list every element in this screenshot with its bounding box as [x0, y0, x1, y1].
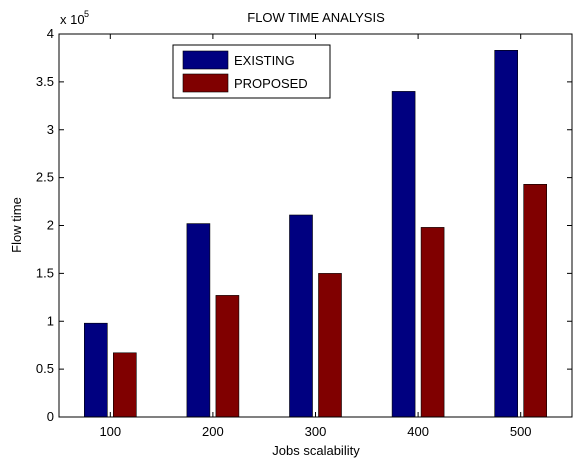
y-tick-label: 2.5	[36, 170, 54, 185]
y-tick-label: 4	[47, 26, 54, 41]
bar-proposed-300	[318, 273, 342, 418]
bar-existing-300	[289, 214, 313, 418]
y-exponent-power: 5	[84, 9, 89, 19]
x-tick-label: 500	[510, 424, 532, 439]
bar-proposed-500	[523, 184, 548, 418]
bar-existing-500	[494, 49, 519, 418]
y-axis-label: Flow time	[9, 197, 24, 253]
chart-title: FLOW TIME ANALYSIS	[247, 10, 385, 25]
y-tick-label: 0	[47, 409, 54, 424]
y-tick-label: 2	[47, 218, 54, 233]
x-axis: 100 200 300 400 500	[99, 34, 532, 439]
x-tick-label: 400	[407, 424, 429, 439]
bar-proposed-100	[113, 352, 137, 418]
x-axis-label: Jobs scalability	[272, 443, 360, 458]
bar-proposed-200	[215, 295, 240, 418]
y-exponent-label: x 10 5	[60, 9, 89, 27]
bar-existing-400	[391, 91, 416, 418]
y-tick-label: 3.5	[36, 74, 54, 89]
bar-existing-100	[84, 322, 108, 418]
y-exponent-base: x 10	[60, 12, 85, 27]
bars-group	[84, 49, 548, 418]
x-tick-label: 300	[305, 424, 327, 439]
legend: EXISTING PROPOSED	[172, 44, 331, 99]
legend-swatch-proposed	[182, 73, 229, 93]
legend-label-existing: EXISTING	[234, 53, 295, 68]
y-tick-label: 1	[47, 313, 54, 328]
bar-proposed-400	[420, 227, 445, 418]
legend-label-proposed: PROPOSED	[234, 76, 308, 91]
y-axis: 0 0.5 1 1.5 2 2.5 3 3.5 4	[36, 26, 572, 424]
x-tick-label: 200	[202, 424, 224, 439]
y-tick-label: 3	[47, 122, 54, 137]
legend-swatch-existing	[182, 50, 229, 70]
x-tick-label: 100	[99, 424, 121, 439]
y-tick-label: 1.5	[36, 265, 54, 280]
bar-existing-200	[186, 223, 211, 418]
y-tick-label: 0.5	[36, 361, 54, 376]
